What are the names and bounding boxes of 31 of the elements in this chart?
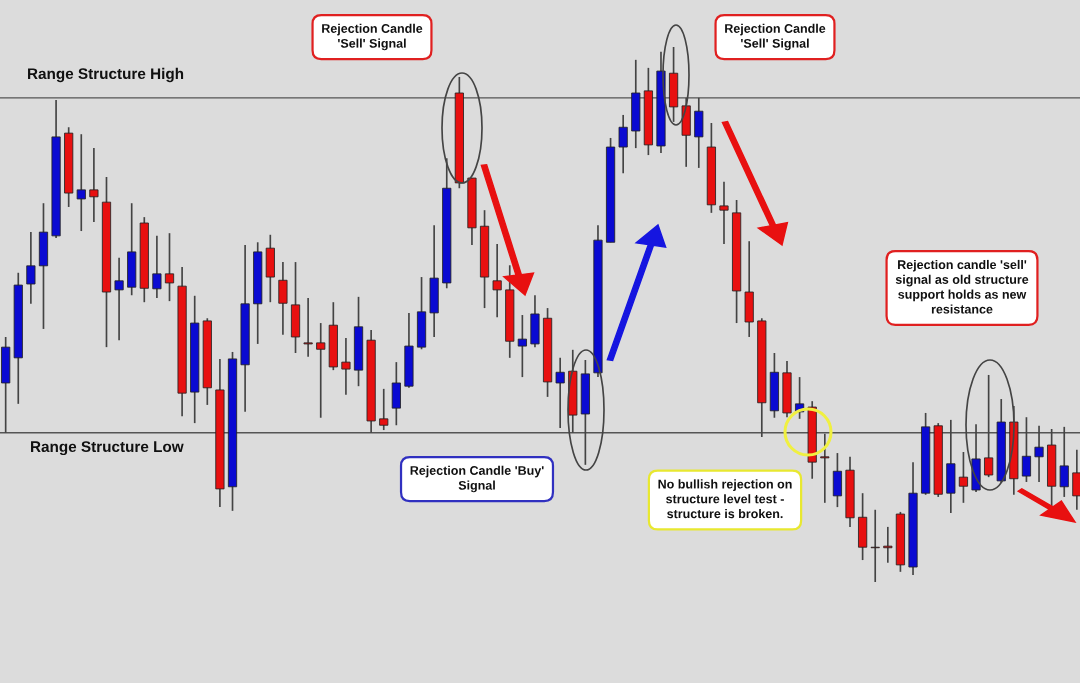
- ref-line-label: Range Structure High: [28, 67, 184, 83]
- candlestick: [26, 231, 36, 305]
- candlestick: [379, 388, 389, 431]
- candlestick: [303, 297, 313, 358]
- annotation: Rejection Candle 'Buy' Signal: [410, 465, 544, 493]
- candlestick: [316, 322, 326, 419]
- candlestick: [152, 235, 162, 299]
- candlestick: [164, 232, 175, 302]
- annotation: Rejection Candle 'Sell' Signal: [322, 23, 423, 51]
- candlestick: [1072, 449, 1080, 511]
- annotation: No bullish rejection on structure level test - structure is broken.: [658, 479, 792, 519]
- candlestick: [76, 133, 86, 232]
- candlestick: [89, 147, 99, 223]
- candlestick: [1021, 416, 1032, 483]
- candlestick: [618, 114, 628, 175]
- ref-line-label: Range Structure Low: [31, 441, 184, 456]
- candlestick: [341, 337, 351, 396]
- candlestick: [719, 180, 729, 245]
- candlestick: [278, 261, 288, 336]
- candlestick: [492, 243, 502, 319]
- candlestick: [958, 451, 969, 504]
- annotation: Rejection Candle 'Sell' Signal: [725, 23, 826, 51]
- candlestick: [984, 374, 994, 478]
- candlestick: [517, 314, 527, 378]
- annotation: Rejection candle 'sell' signal as old structure support holds as new resistance: [895, 259, 1029, 314]
- candlestick: [1059, 426, 1069, 498]
- candlestick: [883, 526, 893, 564]
- candlestick: [114, 256, 124, 342]
- candlestick: [555, 356, 565, 429]
- candlestick: [1034, 424, 1044, 483]
- candlestick: [820, 432, 830, 504]
